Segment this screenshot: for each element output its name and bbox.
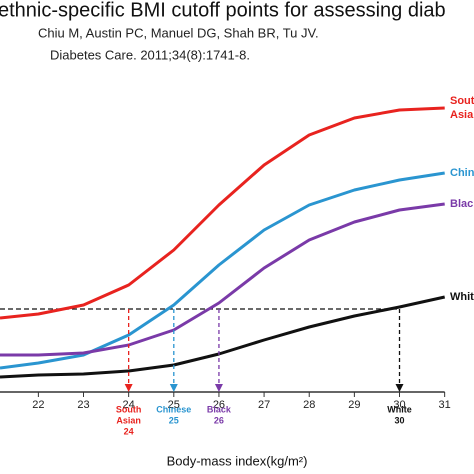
series-label: Black <box>450 198 474 210</box>
cutoff-label: South <box>116 404 142 414</box>
x-tick-label: 27 <box>258 399 270 411</box>
cutoff-value: 24 <box>124 426 134 436</box>
series-line <box>0 171 445 370</box>
x-tick-label: 25 <box>168 399 180 411</box>
cutoff-value: 26 <box>214 415 224 425</box>
cutoff-label: White <box>387 404 412 414</box>
x-tick-label: 31 <box>439 399 451 411</box>
x-tick-label: 23 <box>77 399 89 411</box>
cutoff-label: Asian <box>116 415 141 425</box>
series-label: Chinese <box>450 167 474 179</box>
subtitle: Chiu M, Austin PC, Manuel DG, Shah BR, T… <box>38 25 319 40</box>
subtitle: Diabetes Care. 2011;34(8):1741-8. <box>50 47 250 62</box>
cutoff-arrow <box>169 384 178 392</box>
cutoff-label: Chinese <box>156 404 191 414</box>
x-axis-label: Body-mass index(kg/m²) <box>167 453 308 468</box>
cutoff-value: 30 <box>395 415 405 425</box>
x-tick-label: 30 <box>393 399 405 411</box>
x-tick-label: 22 <box>32 399 44 411</box>
cutoff-arrow <box>214 384 223 392</box>
series-line <box>0 202 445 357</box>
x-tick-label: 28 <box>303 399 315 411</box>
cutoff-value: 25 <box>169 415 179 425</box>
x-tick-label: 26 <box>213 399 225 411</box>
cutoff-arrow <box>124 384 133 392</box>
chart-title: ethnic-specific BMI cutoff points for as… <box>0 0 446 21</box>
x-tick-label: 29 <box>348 399 360 411</box>
series-label: White <box>450 291 474 303</box>
series-label: Asian <box>450 109 474 121</box>
cutoff-label: Black <box>207 404 232 414</box>
x-tick-label: 24 <box>123 399 135 411</box>
series-label: South <box>450 95 474 107</box>
series-line <box>0 106 445 320</box>
cutoff-arrow <box>395 384 404 392</box>
